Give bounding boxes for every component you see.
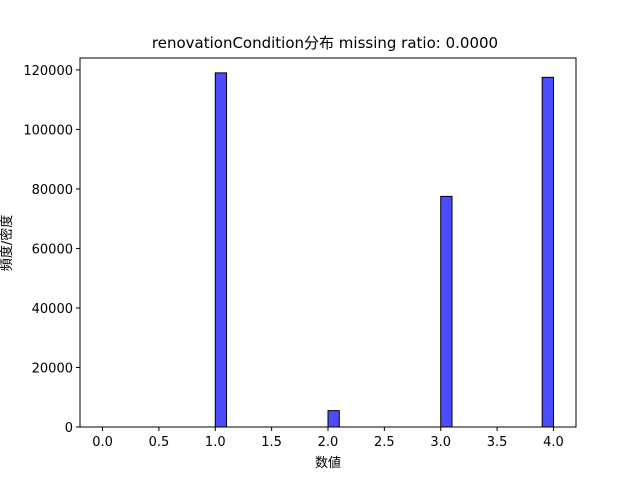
- x-tick-label-0: 0.0: [92, 435, 113, 450]
- x-tick-label-4: 2.0: [318, 435, 339, 450]
- y-tick-label-6: 120000: [23, 64, 73, 79]
- x-tick-label-1: 0.5: [149, 435, 170, 450]
- y-tick-label-0: 0: [65, 421, 73, 436]
- y-tick-label-4: 80000: [32, 183, 73, 198]
- x-tick-label-3: 1.5: [261, 435, 282, 450]
- x-tick-label-5: 2.5: [374, 435, 395, 450]
- chart-title: renovationCondition分布 missing ratio: 0.0…: [152, 34, 498, 52]
- x-axis-ticks: 0.0 0.5 1.0 1.5 2.0 2.5 3.0 3.5 4.0: [92, 427, 564, 450]
- y-tick-label-1: 20000: [32, 361, 73, 376]
- histogram-bar-0: [214, 72, 228, 428]
- x-tick-label-2: 1.0: [205, 435, 226, 450]
- histogram-bar-1: [327, 410, 340, 428]
- x-tick-label-7: 3.5: [487, 435, 508, 450]
- x-axis-label: 数値: [315, 455, 341, 471]
- y-tick-label-5: 100000: [23, 123, 73, 138]
- bars-group: [214, 72, 554, 428]
- histogram-bar-2: [440, 195, 453, 428]
- x-tick-label-8: 4.0: [543, 435, 564, 450]
- y-tick-label-2: 40000: [32, 302, 73, 317]
- y-axis-label: 頻度/密度: [0, 215, 15, 271]
- y-axis-ticks: 0 20000 40000 60000 80000 100000 120000: [23, 64, 80, 436]
- y-tick-label-3: 60000: [32, 242, 73, 257]
- plot-frame: [79, 57, 577, 428]
- histogram-bar-3: [541, 76, 554, 428]
- x-tick-label-6: 3.0: [430, 435, 451, 450]
